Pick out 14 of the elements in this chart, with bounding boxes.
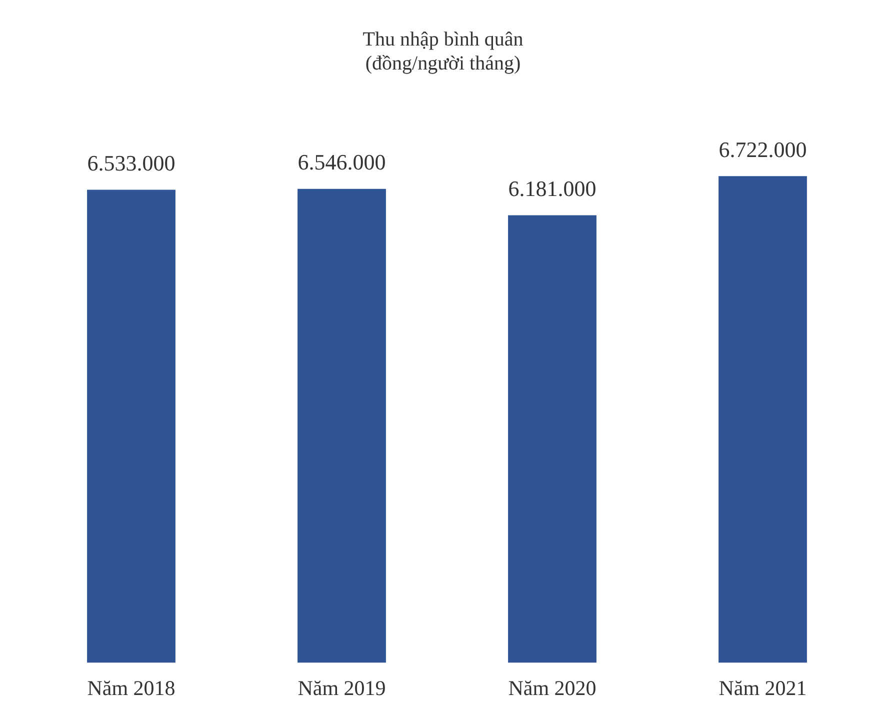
x-tick-label: Năm 2020 xyxy=(508,676,596,700)
bar xyxy=(87,190,176,663)
data-label: 6.722.000 xyxy=(718,136,807,162)
x-tick-label: Năm 2019 xyxy=(298,676,386,700)
chart-subtitle: (đồng/người tháng) xyxy=(365,52,521,74)
bar xyxy=(508,215,596,663)
data-label: 6.533.000 xyxy=(87,150,176,176)
bar xyxy=(298,188,386,663)
x-tick-label: Năm 2018 xyxy=(87,676,176,700)
chart-title: Thu nhập bình quân xyxy=(362,28,524,50)
x-tick-label: Năm 2021 xyxy=(718,676,807,700)
bar xyxy=(718,176,807,663)
data-label: 6.181.000 xyxy=(508,176,596,202)
data-label: 6.546.000 xyxy=(298,150,386,175)
